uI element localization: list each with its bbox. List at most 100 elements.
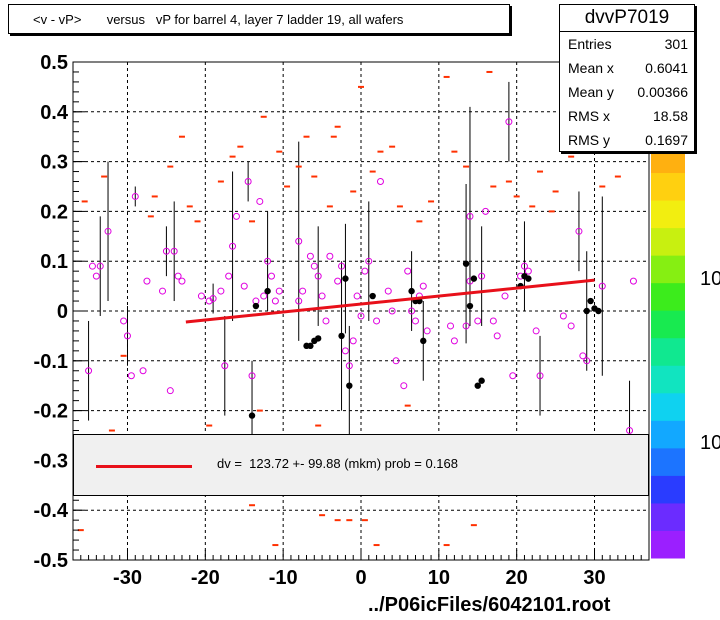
open-point [295, 297, 303, 305]
open-point [260, 292, 268, 300]
filled-point [338, 332, 345, 340]
open-point [139, 367, 147, 375]
open-point [404, 267, 412, 275]
stats-row-rms-y: RMS y 0.1697 [560, 128, 694, 152]
open-point [123, 332, 131, 340]
palette-band [651, 282, 685, 311]
open-point [559, 312, 567, 320]
open-point [353, 292, 361, 300]
open-point [104, 227, 112, 235]
open-point [419, 282, 427, 290]
palette-band [651, 255, 685, 284]
open-point [583, 357, 591, 365]
filled-point [314, 335, 322, 342]
filled-point [474, 382, 481, 389]
y-tick-label: 0.5 [40, 52, 68, 74]
stats-row-mean-y: Mean y 0.00366 [560, 80, 694, 104]
open-point [256, 197, 264, 205]
filled-point [264, 287, 271, 295]
y-tick-label: -0.4 [34, 500, 69, 522]
open-point [626, 427, 634, 435]
open-point [579, 352, 587, 360]
open-point [326, 252, 334, 260]
open-point [423, 327, 431, 335]
filled-point [369, 292, 376, 300]
y-tick-label: -0.1 [34, 351, 68, 373]
open-point [127, 372, 135, 380]
x-tick-label: -20 [191, 567, 220, 589]
palette-band [651, 172, 685, 201]
palette-band [651, 447, 685, 476]
open-point [92, 272, 100, 280]
open-point [466, 212, 474, 220]
color-palette [651, 145, 685, 559]
open-point [575, 227, 583, 235]
open-point [85, 367, 93, 375]
open-point [314, 272, 322, 280]
stats-box: dvvP7019 Entries 301 Mean x 0.6041 Mean … [559, 4, 695, 152]
open-point [143, 277, 151, 285]
fit-line [185, 278, 595, 324]
open-point [493, 332, 501, 340]
open-point [174, 272, 182, 280]
open-point [408, 307, 416, 315]
open-point [267, 272, 275, 280]
filled-point [408, 287, 415, 295]
y-tick-label: -0.3 [34, 450, 68, 472]
open-point [365, 257, 373, 265]
open-point [567, 322, 575, 330]
open-point [388, 307, 396, 315]
filled-point [470, 275, 478, 282]
open-point [170, 247, 178, 255]
open-point [295, 237, 303, 245]
palette-label-lower: 10 [700, 432, 720, 454]
open-point [357, 312, 365, 320]
y-tick-label: -0.5 [34, 550, 68, 572]
open-point [229, 242, 237, 250]
open-point [166, 387, 174, 395]
open-point [232, 212, 240, 220]
open-point [221, 362, 229, 370]
open-point [178, 277, 186, 285]
open-point [411, 317, 419, 325]
open-point [373, 317, 381, 325]
open-point [120, 317, 128, 325]
open-point [524, 267, 532, 275]
filled-point [462, 260, 470, 267]
open-point [197, 292, 205, 300]
stats-value: 18.58 [652, 108, 688, 124]
open-point [240, 282, 248, 290]
filled-point [595, 307, 602, 315]
y-tick-label: -0.2 [34, 401, 68, 423]
fit-legend-swatch [96, 465, 192, 468]
open-point [244, 178, 252, 186]
axes: -30 -20 -10 0 10 20 30 -0.5 -0.4 -0.3 -0.2 -0.1 0 0.1… [34, 52, 642, 589]
stats-label: Mean x [568, 60, 614, 76]
filled-point [466, 302, 474, 310]
open-point [462, 322, 470, 330]
open-point [598, 282, 606, 290]
filled-point [346, 382, 353, 389]
open-point [159, 287, 167, 295]
y-tick-label: 0.2 [40, 201, 68, 223]
open-point [450, 337, 458, 345]
palette-band [651, 310, 685, 339]
palette-band [651, 475, 685, 504]
y-tick-label: 0.1 [40, 251, 68, 273]
stats-value: 0.1697 [645, 132, 688, 148]
open-point [275, 287, 283, 295]
open-point [509, 372, 517, 380]
open-point [536, 372, 544, 380]
x-tick-label: 20 [506, 567, 528, 589]
open-point [341, 347, 349, 355]
open-point [162, 247, 170, 255]
stats-label: Entries [568, 36, 612, 52]
x-tick-label: -30 [113, 567, 142, 589]
histogram-name: dvvP7019 [560, 5, 694, 32]
filled-point [525, 275, 532, 282]
y-tick-label: 0 [57, 301, 68, 323]
palette-band [651, 365, 685, 394]
open-point [520, 262, 528, 270]
stats-label: RMS y [568, 132, 610, 148]
filled-point [248, 412, 256, 419]
